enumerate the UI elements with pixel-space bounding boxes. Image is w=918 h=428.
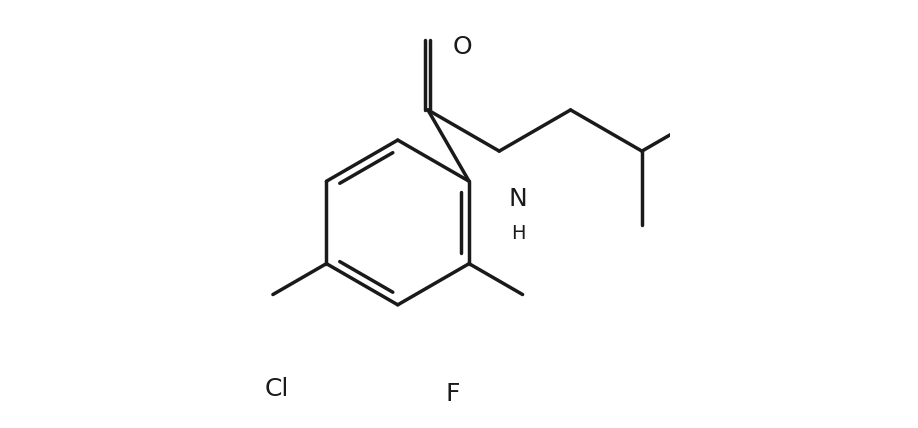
Text: N: N xyxy=(509,187,528,211)
Text: H: H xyxy=(511,223,525,243)
Text: Cl: Cl xyxy=(264,377,288,401)
Text: O: O xyxy=(453,35,472,59)
Text: F: F xyxy=(445,381,460,406)
